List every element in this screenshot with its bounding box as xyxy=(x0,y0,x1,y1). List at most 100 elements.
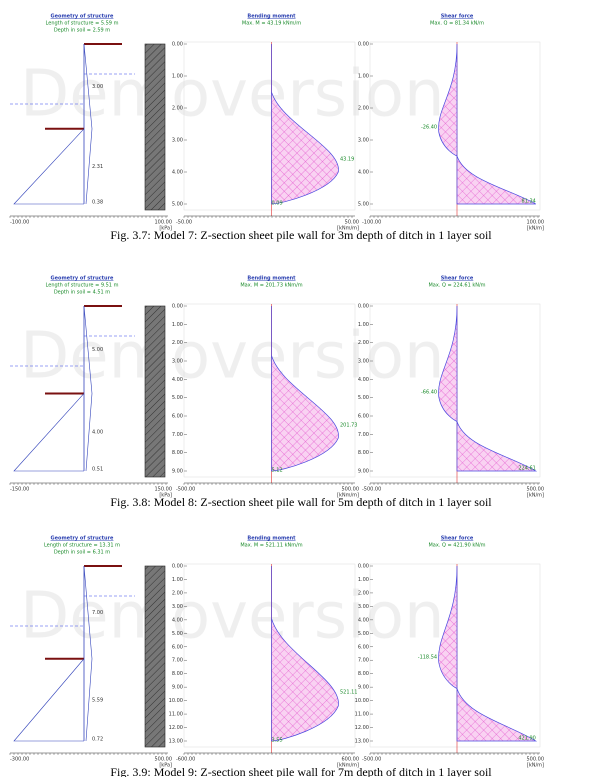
y-tick-label: 3.00 xyxy=(172,359,183,365)
y-tick-label: 5.00 xyxy=(358,631,369,637)
plot-frame xyxy=(183,303,356,478)
geometry-label: 0.72 xyxy=(92,737,103,743)
axis-unit: [kPa] xyxy=(159,493,172,499)
panel-title: Geometry of structure xyxy=(51,276,115,282)
geometry-label: 7.00 xyxy=(92,610,103,616)
y-tick-label: 9.00 xyxy=(172,469,183,475)
pressure xyxy=(83,43,93,205)
y-tick-label: 8.00 xyxy=(172,671,183,677)
axis-label: -500.00 xyxy=(362,487,381,493)
panel-title: Geometry of structure xyxy=(51,14,115,20)
y-tick-label: 3.00 xyxy=(172,604,183,610)
value-label: 201.73 xyxy=(340,422,358,428)
y-tick-label: 5.00 xyxy=(172,202,183,208)
panel-title: Shear force xyxy=(441,536,474,542)
y-tick-label: 1.00 xyxy=(172,74,183,80)
y-tick-label: 0.00 xyxy=(172,564,183,570)
moment-curve xyxy=(271,355,339,472)
axis-label: -300.00 xyxy=(10,757,29,763)
y-tick-label: 5.00 xyxy=(358,395,369,401)
y-tick-label: 4.00 xyxy=(358,170,369,176)
y-tick-label: 5.00 xyxy=(172,631,183,637)
value-label: 521.11 xyxy=(340,690,358,696)
panel-subtitle: Max. M = 43.19 kNm/m xyxy=(242,21,301,27)
axis-label: 500.00 xyxy=(527,757,545,763)
y-tick-label: 4.00 xyxy=(172,377,183,383)
y-tick-label: 7.00 xyxy=(358,432,369,438)
shear-curve xyxy=(456,421,538,472)
panel-subtitle: Depth in soil = 2.59 m xyxy=(54,28,110,34)
axis-label: -500.00 xyxy=(362,757,381,763)
y-tick-label: 2.00 xyxy=(172,106,183,112)
y-tick-label: 6.00 xyxy=(358,644,369,650)
geometry-label: 4.00 xyxy=(92,430,103,436)
y-tick-label: 5.00 xyxy=(172,395,183,401)
y-tick-label: 4.00 xyxy=(172,617,183,623)
panel-title: Geometry of structure xyxy=(51,536,115,542)
pressure xyxy=(13,128,85,205)
axis-label: 150.00 xyxy=(155,487,173,493)
y-tick-label: 3.00 xyxy=(358,604,369,610)
y-tick-label: 9.00 xyxy=(172,685,183,691)
plot-frame xyxy=(369,563,541,748)
y-tick-label: 6.00 xyxy=(172,644,183,650)
y-tick-label: 3.00 xyxy=(358,138,369,144)
panel-subtitle: Max. Q = 421.90 kN/m xyxy=(428,543,485,549)
y-tick-label: 4.00 xyxy=(358,377,369,383)
y-tick-label: 9.00 xyxy=(358,685,369,691)
panel-subtitle: Max. M = 521.11 kNm/m xyxy=(240,543,302,549)
value-label: 5.12 xyxy=(272,468,283,474)
y-tick-label: 7.00 xyxy=(358,658,369,664)
geometry-label: 5.59 xyxy=(92,697,103,703)
value-label: 421.90 xyxy=(518,736,536,742)
axis-label: -100.00 xyxy=(10,220,29,226)
panel-subtitle: Length of structure = 13.31 m xyxy=(44,543,120,549)
panel-subtitle: Length of structure = 9.51 m xyxy=(46,283,119,289)
y-tick-label: 12.00 xyxy=(355,725,369,731)
y-tick-label: 9.00 xyxy=(358,469,369,475)
panel-title: Bending moment xyxy=(247,14,296,20)
pressure xyxy=(13,658,85,742)
value-label: -118.54 xyxy=(418,655,437,661)
axis-unit: [kPa] xyxy=(159,226,172,232)
y-tick-label: 0.00 xyxy=(358,42,369,48)
geometry-label: 0.38 xyxy=(92,200,103,206)
y-tick-label: 1.00 xyxy=(358,577,369,583)
pressure xyxy=(13,393,85,472)
y-tick-label: 2.00 xyxy=(358,590,369,596)
y-tick-label: 11.00 xyxy=(169,712,183,718)
y-tick-label: 7.00 xyxy=(172,658,183,664)
y-tick-label: 3.00 xyxy=(172,138,183,144)
y-tick-label: 1.00 xyxy=(358,74,369,80)
value-label: -26.40 xyxy=(421,125,437,131)
wall xyxy=(144,43,166,211)
plot-frame xyxy=(183,41,356,211)
y-tick-label: 4.00 xyxy=(358,617,369,623)
y-tick-label: 8.00 xyxy=(358,450,369,456)
axis-unit: [kNm/m] xyxy=(337,226,359,232)
axis-label: -150.00 xyxy=(10,487,29,493)
y-tick-label: 8.00 xyxy=(172,450,183,456)
axis-label: -600.00 xyxy=(176,757,195,763)
y-tick-label: 6.00 xyxy=(172,414,183,420)
y-tick-label: 2.00 xyxy=(172,340,183,346)
geometry-label: 5.00 xyxy=(92,347,103,353)
y-tick-label: 13.00 xyxy=(169,739,183,745)
moment-curve xyxy=(271,91,339,205)
y-tick-label: 2.00 xyxy=(172,590,183,596)
geometry-label: 0.51 xyxy=(92,467,103,473)
y-tick-label: 10.00 xyxy=(355,698,369,704)
y-tick-label: 11.00 xyxy=(355,712,369,718)
y-tick-label: 10.00 xyxy=(169,698,183,704)
value-label: -66.40 xyxy=(421,389,437,395)
panel-subtitle: Length of structure = 5.59 m xyxy=(46,21,119,27)
axis-label: 50.00 xyxy=(345,220,359,226)
shear-curve xyxy=(456,688,538,742)
y-tick-label: 1.00 xyxy=(358,322,369,328)
watermark: Demoversion xyxy=(20,58,445,132)
y-tick-label: 2.00 xyxy=(358,106,369,112)
y-tick-label: 0.00 xyxy=(172,42,183,48)
plot-frame xyxy=(369,41,541,211)
axis-label: 500.00 xyxy=(527,487,545,493)
